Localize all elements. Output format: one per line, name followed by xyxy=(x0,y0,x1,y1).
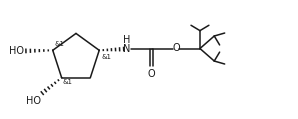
Text: O: O xyxy=(172,43,180,53)
Text: &1: &1 xyxy=(63,79,73,85)
Text: HO: HO xyxy=(10,46,24,56)
Text: &1: &1 xyxy=(55,41,65,47)
Text: H: H xyxy=(123,35,130,45)
Text: O: O xyxy=(148,69,156,79)
Text: HO: HO xyxy=(26,96,41,106)
Text: &1: &1 xyxy=(101,54,111,60)
Text: N: N xyxy=(123,44,130,54)
